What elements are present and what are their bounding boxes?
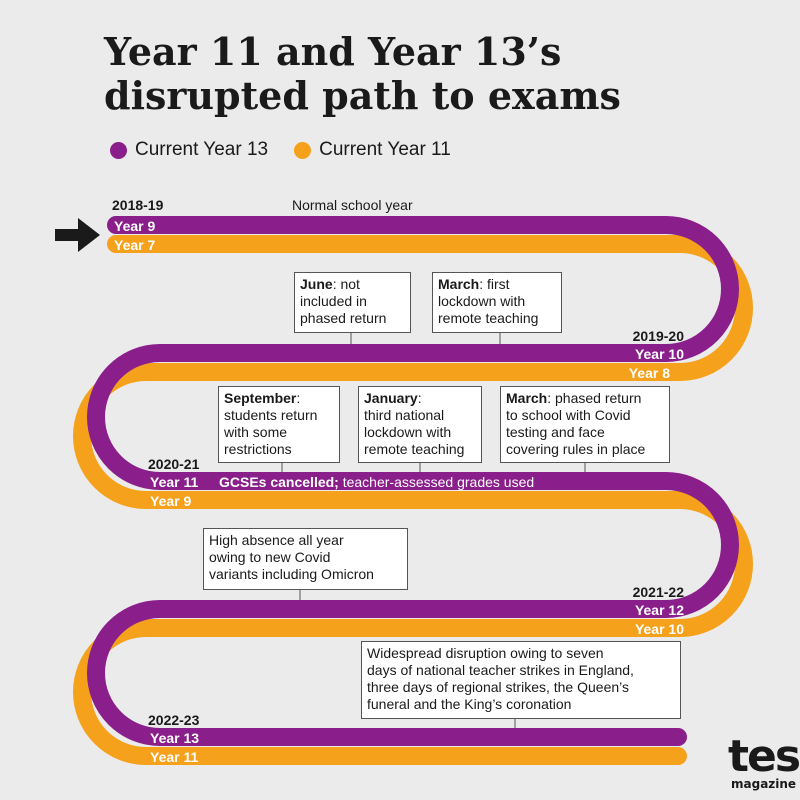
- callout-march-lockdown: March: first lockdown with remote teachi…: [432, 272, 562, 333]
- title-line-1: Year 11 and Year 13’s: [104, 29, 562, 74]
- legend-dot-year13: [110, 141, 127, 159]
- logo-sub: magazine: [731, 777, 797, 791]
- callout-june: June: not included in phased return: [294, 272, 411, 333]
- stage-label-year13: Year 9: [114, 218, 156, 234]
- stage-year-2019-20: 2019-20: [632, 328, 684, 344]
- callout-january: January: third national lockdown with re…: [358, 386, 482, 463]
- legend: Current Year 13 Current Year 11: [110, 139, 451, 161]
- stage-year-2020-21: 2020-21: [148, 456, 200, 472]
- stage-label-year13: Year 13: [150, 730, 200, 746]
- stage-year-2018-19: 2018-19: [112, 197, 164, 213]
- tes-logo: tes magazine: [728, 731, 800, 791]
- callout-march-phased: March: phased return to school with Covi…: [500, 386, 670, 463]
- stage-label-year11: Year 9: [150, 493, 192, 509]
- stage-label-year13: Year 11: [150, 474, 199, 490]
- page-title: Year 11 and Year 13’s disrupted path to …: [104, 30, 621, 118]
- stage-label-year13: Year 10: [634, 346, 684, 362]
- callout-absence: High absence all year owing to new Covid…: [203, 528, 408, 590]
- stage-label-year11: Year 10: [634, 621, 684, 637]
- logo-main: tes: [728, 731, 800, 782]
- stage-label-year11: Year 11: [150, 749, 199, 765]
- stage-label-year11: Year 7: [114, 237, 156, 253]
- legend-label-year11: Current Year 11: [319, 139, 451, 160]
- stage-year-2022-23: 2022-23: [148, 712, 200, 728]
- stage-note-bold: GCSEs cancelled;: [219, 474, 339, 490]
- legend-label-year13: Current Year 13: [135, 139, 269, 160]
- arrow-right-icon: [55, 218, 100, 252]
- callout-strikes: Widespread disruption owing to seven day…: [361, 641, 681, 719]
- stage-label-year11: Year 8: [628, 365, 670, 381]
- callout-september: September: students return with some res…: [218, 386, 340, 463]
- title-line-2: disrupted path to exams: [104, 73, 621, 118]
- stage-note-rest: teacher-assessed grades used: [338, 474, 535, 490]
- stage-note: GCSEs cancelled; teacher-assessed grades…: [219, 474, 534, 490]
- stage-note: Normal school year: [292, 197, 413, 213]
- stage-label-year13: Year 12: [634, 602, 684, 618]
- stage-year-2021-22: 2021-22: [632, 584, 684, 600]
- legend-dot-year11: [294, 141, 312, 159]
- purple-track: [87, 216, 739, 746]
